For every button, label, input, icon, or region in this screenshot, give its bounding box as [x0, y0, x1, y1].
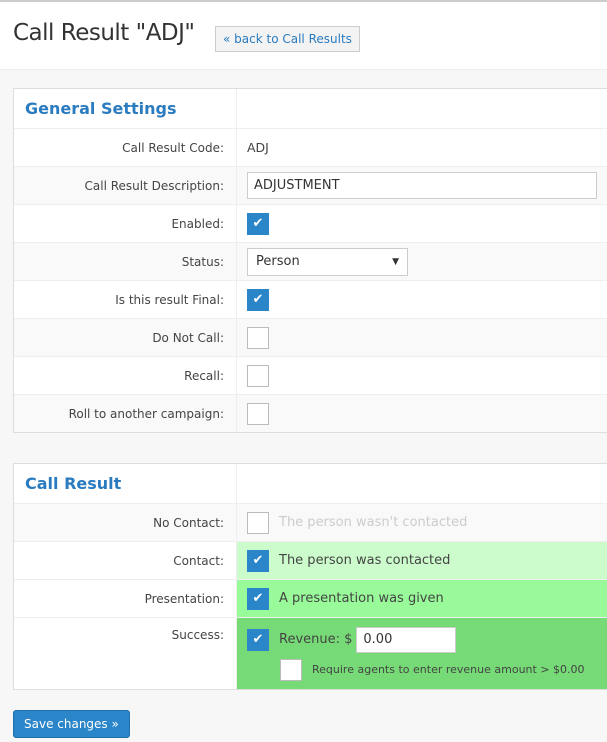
final-checkbox[interactable]: ✔	[247, 288, 269, 311]
dnc-checkbox[interactable]	[247, 326, 269, 349]
require-revenue-checkbox[interactable]	[280, 658, 302, 681]
success-checkbox[interactable]: ✔	[247, 628, 269, 651]
recall-label: Recall:	[14, 357, 237, 394]
code-label: Call Result Code:	[14, 129, 237, 166]
status-label: Status:	[14, 243, 237, 280]
roll-label: Roll to another campaign:	[14, 395, 237, 432]
revenue-input[interactable]	[356, 626, 457, 653]
no-contact-checkbox[interactable]	[247, 511, 269, 534]
dnc-label: Do Not Call:	[14, 319, 237, 356]
page-header: Call Result "ADJ" « back to Call Results	[0, 2, 607, 70]
revenue-label: Revenue: $	[279, 632, 353, 647]
save-changes-button[interactable]: Save changes »	[13, 710, 130, 738]
presentation-text: A presentation was given	[279, 591, 444, 606]
general-settings-panel: General Settings Call Result Code: ADJ Ca…	[13, 88, 607, 433]
require-revenue-text: Require agents to enter revenue amount >…	[312, 663, 585, 676]
status-select[interactable]: Person ▼	[247, 247, 408, 276]
presentation-label: Presentation:	[14, 580, 237, 617]
roll-checkbox[interactable]	[247, 402, 269, 425]
presentation-checkbox[interactable]: ✔	[247, 587, 269, 610]
code-value: ADJ	[247, 140, 269, 155]
contact-text: The person was contacted	[279, 553, 451, 568]
back-to-call-results-button[interactable]: « back to Call Results	[215, 26, 360, 52]
contact-label: Contact:	[14, 542, 237, 579]
call-result-panel: Call Result No Contact: The person wasn't…	[13, 463, 607, 690]
status-value: Person	[256, 254, 300, 269]
dropdown-arrow-icon: ▼	[392, 256, 399, 267]
contact-checkbox[interactable]: ✔	[247, 549, 269, 572]
recall-checkbox[interactable]	[247, 364, 269, 387]
enabled-label: Enabled:	[14, 205, 237, 242]
final-label: Is this result Final:	[14, 281, 237, 318]
section-title: General Settings	[14, 89, 237, 128]
no-contact-label: No Contact:	[14, 504, 237, 541]
section-title: Call Result	[14, 464, 237, 503]
no-contact-text: The person wasn't contacted	[279, 515, 468, 530]
page-title: Call Result "ADJ"	[13, 20, 195, 46]
enabled-checkbox[interactable]: ✔	[247, 212, 269, 235]
description-input[interactable]	[247, 172, 597, 199]
description-label: Call Result Description:	[14, 167, 237, 204]
success-label: Success:	[14, 618, 237, 689]
